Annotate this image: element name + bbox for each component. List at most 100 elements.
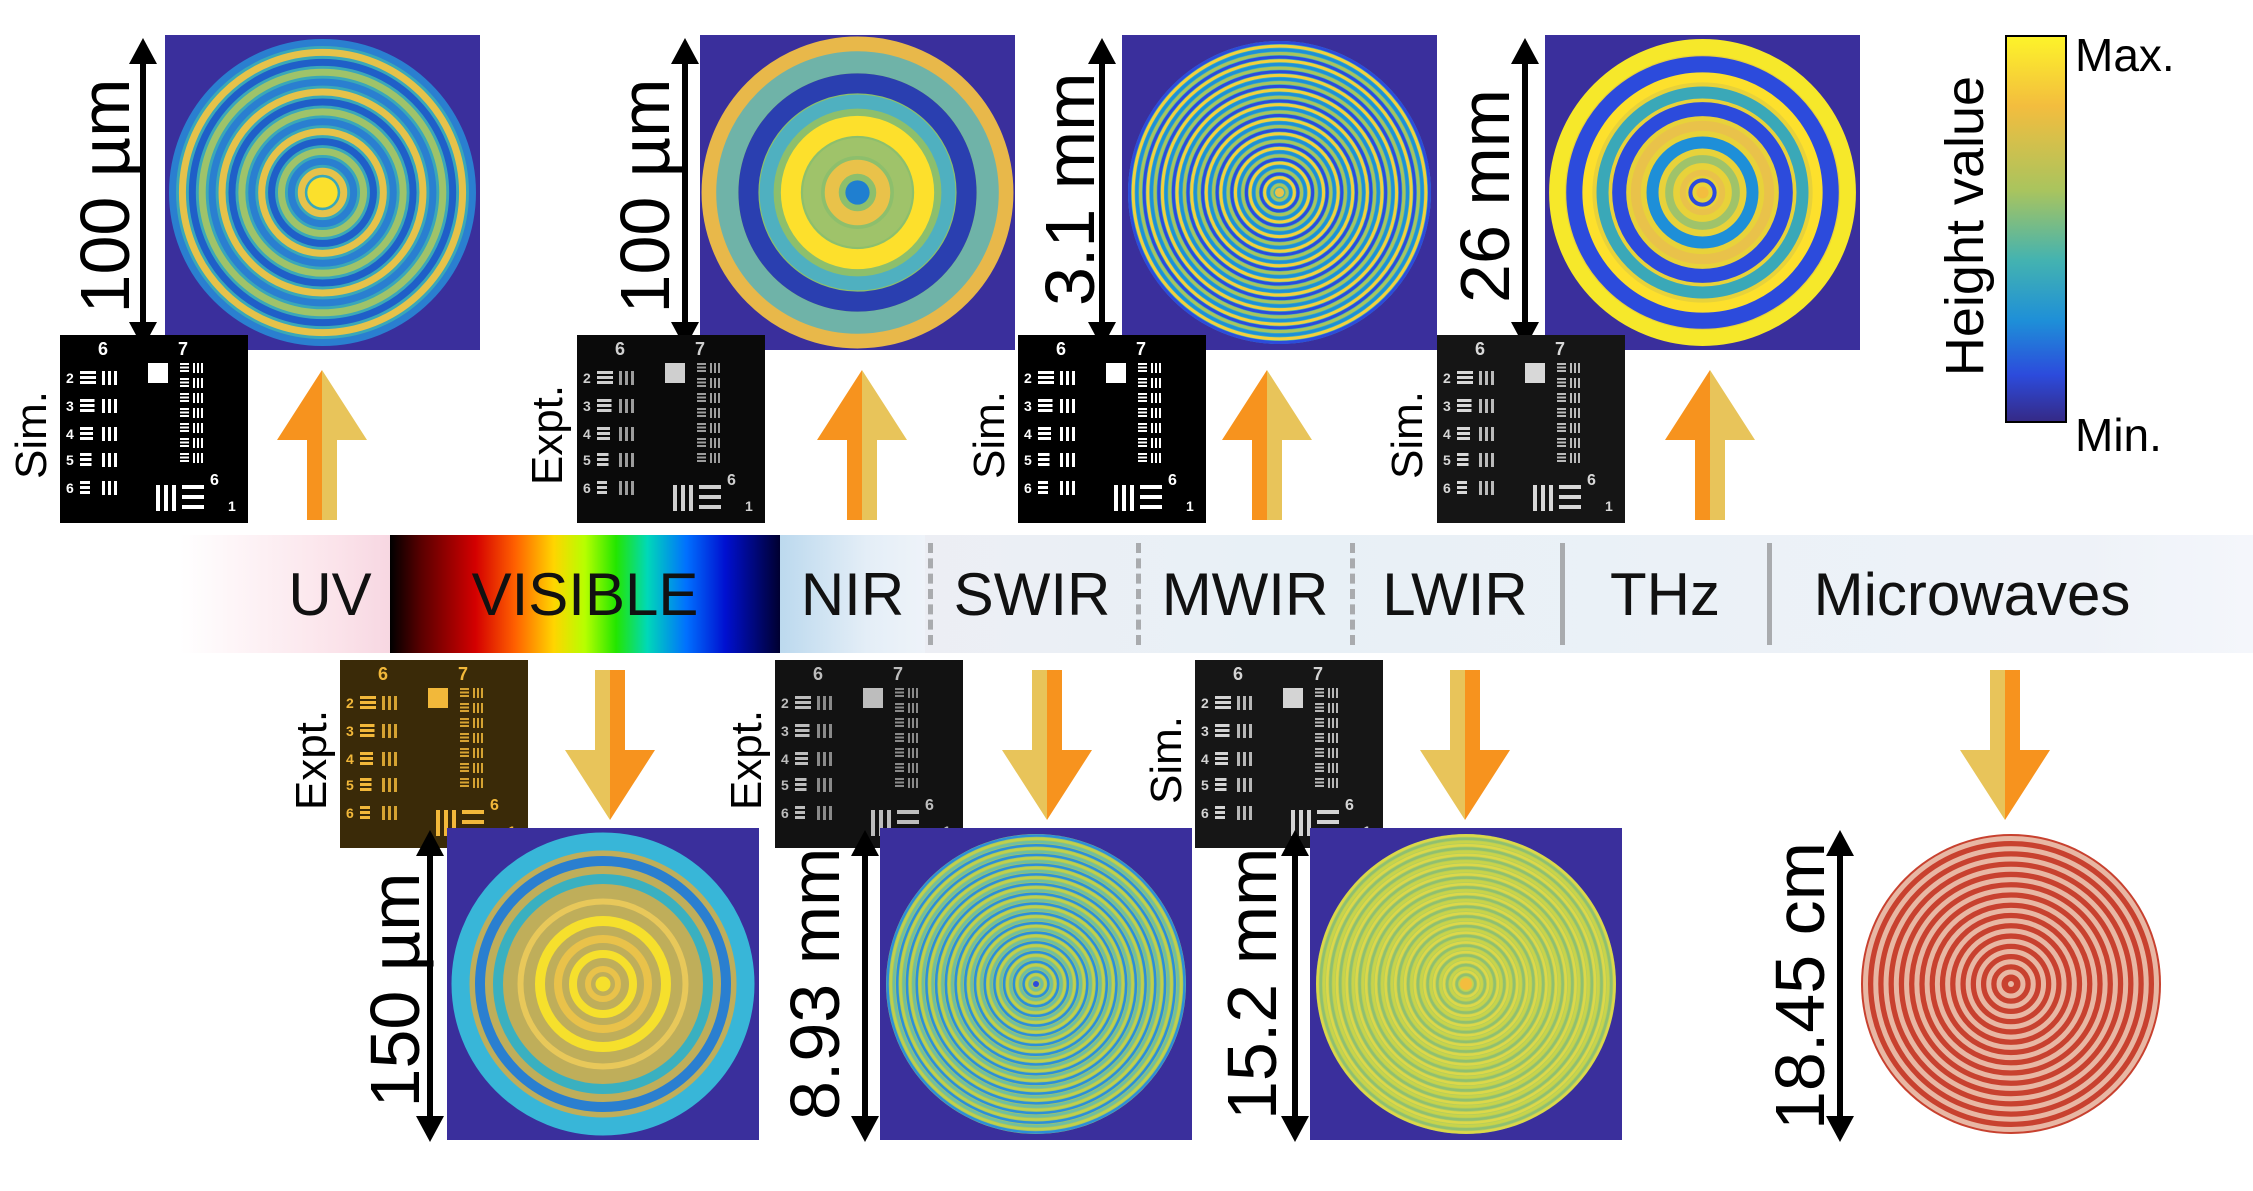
target-digit: 5 <box>583 452 591 468</box>
target-digit: 4 <box>1443 426 1451 442</box>
separator-swir-mwir <box>1136 543 1141 645</box>
colorbar <box>2005 35 2067 423</box>
target-digit: 6 <box>615 339 625 359</box>
lens-visible-top <box>700 35 1015 350</box>
target-digit: 7 <box>178 339 188 359</box>
band-nir-label: NIR <box>800 560 905 628</box>
target-digit: 4 <box>781 751 789 767</box>
separator-mwir-lwir <box>1350 543 1355 645</box>
band-microwaves: Microwaves <box>1772 535 2172 653</box>
colorbar-max-label: Max. <box>2075 29 2175 81</box>
target-digit: 6 <box>1587 472 1596 489</box>
size-label-visible-top: 100 µm <box>606 78 684 314</box>
band-arrow-lwir-up-graphic <box>1665 370 1755 520</box>
band-nir: NIR <box>780 535 925 653</box>
target-digit: 6 <box>925 797 934 814</box>
band-arrow-lwir-down-graphic <box>1420 670 1510 820</box>
lens-lwir-bottom <box>1310 828 1622 1140</box>
band-swir-label: SWIR <box>953 560 1111 628</box>
band-arrow-visible <box>817 370 907 520</box>
target-digit: 7 <box>1136 339 1146 359</box>
lens-swir <box>880 828 1192 1140</box>
target-digit: 4 <box>346 751 354 767</box>
size-label-uv: 100 µm <box>66 78 144 314</box>
band-uv: UV <box>180 535 390 653</box>
lens-microwaves-graphic <box>1861 834 2161 1134</box>
lens-lwir-bottom-graphic <box>1310 828 1622 1140</box>
target-kind-swir: Expt. <box>722 709 771 811</box>
lens-swir-graphic <box>880 828 1192 1140</box>
target-digit: 1 <box>745 498 753 514</box>
band-thz-label: THz <box>1610 560 1720 628</box>
target-digit: 6 <box>1443 480 1451 496</box>
band-visible: VISIBLE <box>390 535 780 653</box>
target-digit: 5 <box>1201 777 1209 793</box>
band-arrow-microwaves-down <box>1960 670 2050 820</box>
size-label-lwir-bottom: 15.2 mm <box>1213 847 1291 1120</box>
band-arrow-mwir-graphic <box>1222 370 1312 520</box>
target-digit: 7 <box>695 339 705 359</box>
lens-visible-bottom <box>447 828 759 1140</box>
lens-microwaves <box>1855 828 2167 1140</box>
target-kind-uv: Sim. <box>7 391 56 479</box>
target-digit: 7 <box>458 664 468 684</box>
target-kind-lwir-bottom: Sim. <box>1142 716 1191 804</box>
size-arrow-swir <box>851 830 879 1142</box>
target-digit: 3 <box>66 398 74 414</box>
band-mwir-label: MWIR <box>1161 560 1329 628</box>
target-digit: 3 <box>781 723 789 739</box>
target-digit: 1 <box>228 498 236 514</box>
target-digit: 4 <box>1024 426 1032 442</box>
target-digit: 3 <box>583 398 591 414</box>
target-digit: 6 <box>490 797 499 814</box>
target-digit: 5 <box>781 777 789 793</box>
target-digit: 5 <box>346 777 354 793</box>
lens-uv-graphic <box>165 35 480 350</box>
target-digit: 6 <box>1024 480 1032 496</box>
colorbar-min-label: Min. <box>2075 409 2162 461</box>
target-digit: 6 <box>98 339 108 359</box>
target-digit: 6 <box>1345 797 1354 814</box>
target-digit: 2 <box>1201 695 1209 711</box>
target-kind-visible-top: Expt. <box>523 384 572 486</box>
target-digit: 5 <box>1443 452 1451 468</box>
band-visible-label: VISIBLE <box>471 560 699 628</box>
size-label-mwir: 3.1 mm <box>1031 72 1109 306</box>
target-digit: 4 <box>583 426 591 442</box>
target-digit: 3 <box>1443 398 1451 414</box>
separator-nir-swir <box>928 543 933 645</box>
target-digit: 6 <box>727 472 736 489</box>
size-arrow-visible-bottom <box>416 830 444 1142</box>
band-swir: SWIR <box>932 535 1132 653</box>
target-digit: 3 <box>1201 723 1209 739</box>
target-digit: 7 <box>893 664 903 684</box>
target-digit: 6 <box>378 664 388 684</box>
target-digit: 2 <box>1024 370 1032 386</box>
target-digit: 1 <box>1605 498 1613 514</box>
spectrum-bar: UV VISIBLE NIR SWIR MWIR LWIR THz Microw… <box>180 535 2253 653</box>
target-digit: 7 <box>1313 664 1323 684</box>
band-arrow-uv-graphic <box>277 370 367 520</box>
target-digit: 6 <box>1168 472 1177 489</box>
target-digit: 6 <box>1201 805 1209 821</box>
colorbar-title: Height value <box>1935 75 1995 377</box>
size-arrow-microwaves <box>1826 830 1854 1142</box>
lens-mwir-graphic <box>1122 35 1437 350</box>
target-digit: 6 <box>583 480 591 496</box>
band-arrow-swir-down-graphic <box>1002 670 1092 820</box>
band-thz: THz <box>1565 535 1765 653</box>
separator-thz-microwaves <box>1767 543 1772 645</box>
size-label-swir: 8.93 mm <box>776 847 854 1120</box>
target-digit: 2 <box>781 695 789 711</box>
band-lwir: LWIR <box>1355 535 1555 653</box>
target-digit: 6 <box>346 805 354 821</box>
size-label-visible-bottom: 150 µm <box>356 872 434 1108</box>
